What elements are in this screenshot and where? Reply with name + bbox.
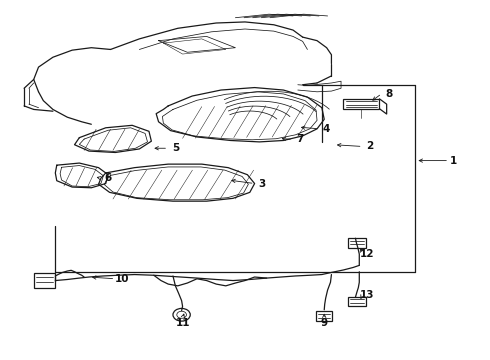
Text: 9: 9: [320, 318, 328, 328]
Text: 8: 8: [386, 89, 392, 99]
Text: 6: 6: [104, 173, 112, 183]
Text: 10: 10: [115, 274, 130, 284]
Text: 3: 3: [258, 179, 266, 189]
Text: 11: 11: [175, 318, 190, 328]
Text: 13: 13: [360, 290, 375, 300]
Text: 7: 7: [296, 134, 304, 144]
Text: 1: 1: [450, 156, 458, 166]
Text: 5: 5: [172, 143, 179, 153]
Text: 2: 2: [366, 141, 373, 152]
Text: 4: 4: [323, 124, 330, 134]
Text: 12: 12: [360, 249, 375, 259]
